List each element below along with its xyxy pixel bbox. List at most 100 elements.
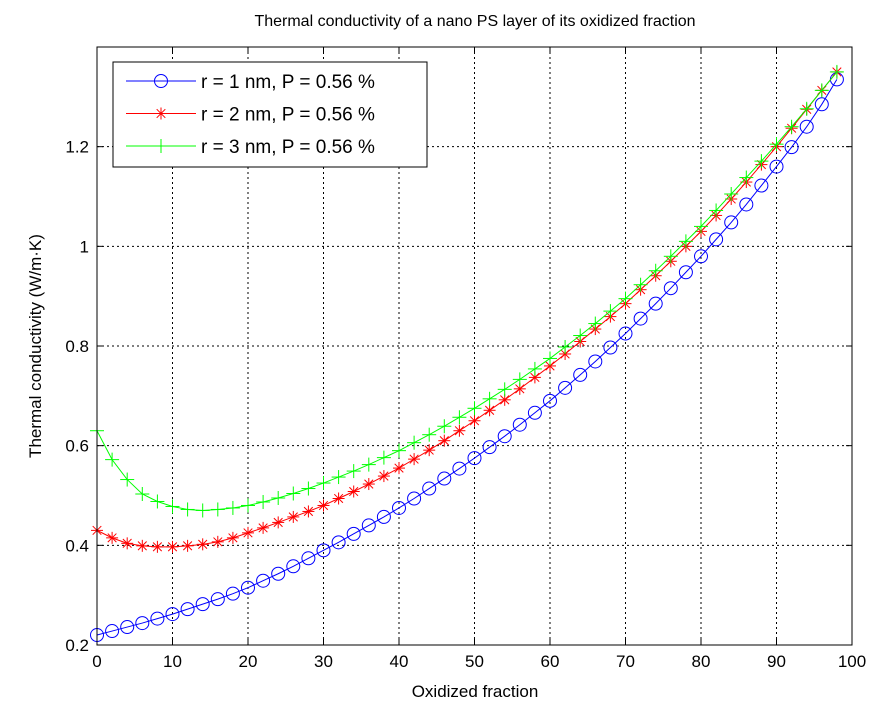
legend-entry: r = 3 nm, P = 0.56 % xyxy=(126,137,375,158)
y-tick-label: 0.4 xyxy=(65,536,89,555)
data-point xyxy=(769,159,784,174)
asterisk-stroke xyxy=(515,384,525,394)
data-point xyxy=(361,457,376,472)
data-point xyxy=(226,531,239,544)
data-point xyxy=(799,101,814,116)
data-point xyxy=(694,219,708,234)
data-point xyxy=(272,516,285,529)
data-point xyxy=(754,154,769,169)
data-point xyxy=(739,170,754,185)
data-point xyxy=(633,277,648,292)
data-point xyxy=(362,478,375,491)
data-point xyxy=(422,481,437,496)
data-point xyxy=(423,444,436,457)
data-point xyxy=(287,510,300,523)
data-point xyxy=(452,410,467,425)
data-point xyxy=(407,435,422,450)
asterisk-stroke xyxy=(500,395,510,405)
data-point xyxy=(105,452,120,467)
asterisk-stroke xyxy=(198,539,208,549)
data-point xyxy=(527,405,542,420)
data-point xyxy=(588,316,603,331)
data-point xyxy=(527,361,542,376)
data-point xyxy=(724,187,739,202)
asterisk-stroke xyxy=(424,445,434,455)
data-point xyxy=(512,417,527,432)
data-point xyxy=(814,83,829,98)
legend-label: r = 3 nm, P = 0.56 % xyxy=(201,137,375,158)
data-point xyxy=(769,137,784,152)
data-point xyxy=(180,502,195,517)
data-point xyxy=(724,215,739,230)
data-point xyxy=(573,367,588,382)
asterisk-stroke xyxy=(243,528,253,538)
data-point xyxy=(301,481,316,496)
y-tick-label: 1 xyxy=(80,237,89,256)
series-3 xyxy=(90,64,844,518)
data-point xyxy=(543,351,557,366)
asterisk-stroke xyxy=(152,542,163,552)
data-point xyxy=(271,490,286,505)
asterisk-stroke xyxy=(303,506,314,517)
data-point xyxy=(332,492,345,505)
data-point xyxy=(663,281,678,296)
data-point xyxy=(271,566,286,581)
asterisk-stroke xyxy=(156,108,166,119)
data-point xyxy=(483,404,496,417)
data-point xyxy=(829,64,844,79)
y-tick-label: 0.2 xyxy=(65,636,89,655)
data-point xyxy=(165,499,180,514)
x-axis-label: Oxidized fraction xyxy=(412,682,539,701)
data-point xyxy=(648,263,663,278)
data-point xyxy=(376,509,391,524)
data-point xyxy=(573,328,588,343)
data-point xyxy=(302,505,315,518)
x-tick-label: 0 xyxy=(92,652,101,671)
data-point xyxy=(482,391,497,406)
x-tick-label: 70 xyxy=(616,652,635,671)
data-point xyxy=(393,462,405,475)
data-point xyxy=(286,559,301,574)
data-point xyxy=(603,340,618,355)
legend-entry: r = 1 nm, P = 0.56 % xyxy=(126,72,375,93)
x-tick-label: 20 xyxy=(239,652,258,671)
asterisk-stroke xyxy=(137,541,147,551)
data-point xyxy=(135,616,150,631)
data-point xyxy=(331,470,346,485)
legend-marker xyxy=(155,107,167,120)
data-point xyxy=(512,372,527,387)
series-line xyxy=(96,79,838,636)
y-axis-label: Thermal conductivity (W/m·K) xyxy=(26,234,45,458)
data-point xyxy=(498,393,511,406)
x-tick-label: 80 xyxy=(692,652,711,671)
data-point xyxy=(195,503,210,518)
data-point xyxy=(256,573,271,588)
data-point xyxy=(543,393,557,408)
data-point xyxy=(316,476,331,491)
data-point xyxy=(558,380,573,395)
asterisk-stroke xyxy=(349,486,359,497)
data-point xyxy=(754,178,769,193)
data-point xyxy=(241,580,255,595)
data-point xyxy=(361,518,376,533)
legend-entry: r = 2 nm, P = 0.56 % xyxy=(126,105,375,126)
data-point xyxy=(438,434,451,447)
data-point xyxy=(257,521,270,534)
data-point xyxy=(467,401,482,416)
asterisk-stroke xyxy=(530,372,540,383)
data-point xyxy=(181,539,194,552)
data-point xyxy=(106,531,119,544)
data-point xyxy=(347,485,360,498)
asterisk-stroke xyxy=(273,517,283,528)
asterisk-stroke xyxy=(213,537,223,547)
asterisk-stroke xyxy=(454,426,465,436)
data-point xyxy=(558,339,573,354)
asterisk-stroke xyxy=(394,463,404,473)
asterisk-stroke xyxy=(379,471,389,481)
data-point xyxy=(482,440,497,455)
asterisk-stroke xyxy=(167,542,178,552)
data-point xyxy=(678,234,693,249)
data-point xyxy=(331,535,346,550)
data-point xyxy=(468,414,481,427)
